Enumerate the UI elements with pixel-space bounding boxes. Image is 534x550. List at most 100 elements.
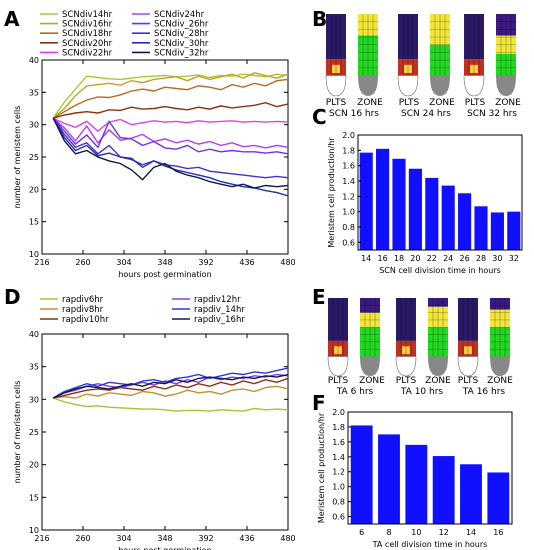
plts-root: [463, 14, 485, 97]
y-tick-label: 10: [29, 250, 39, 259]
zone-root: [496, 14, 516, 96]
x-tick-label: 14: [361, 254, 371, 263]
y-tick-label: 1.8: [342, 146, 355, 155]
y-tick-label: 1.6: [332, 438, 345, 447]
plts-root: [457, 298, 479, 377]
legend-entry: SCNdiv_32hr: [154, 48, 209, 58]
x-tick-label: 216: [34, 534, 49, 543]
y-axis-label: number of meristem cells: [13, 381, 22, 484]
x-tick-label: 14: [466, 528, 476, 537]
b2-caption: SCN 24 hrs: [401, 109, 451, 119]
legend-entry: SCNdiv14hr: [62, 10, 113, 20]
x-axis-label: hours post germination: [118, 270, 211, 279]
series-lines: [52, 367, 288, 412]
x-tick-label: 12: [439, 528, 449, 537]
legend-entry: rapdiv10hr: [62, 315, 109, 325]
plot-frame: [357, 134, 523, 251]
y-tick-label: 40: [29, 56, 39, 65]
e1-plts-label: PLTS: [328, 376, 349, 386]
legend-entry: SCNdiv_30hr: [154, 39, 209, 49]
b3-caption: SCN 32 hrs: [467, 109, 517, 119]
zone-cap: [360, 356, 380, 376]
panel-letter-c: C: [312, 105, 327, 129]
x-tick-label: 22: [427, 254, 437, 263]
bar-28: [474, 206, 488, 250]
y-axis-label: Meristem cell production/hr: [317, 412, 326, 523]
x-tick-label: 16: [493, 528, 503, 537]
legend-entry: SCNdiv24hr: [154, 10, 205, 20]
legend-entry: SCNdiv16hr: [62, 20, 113, 30]
y-tick-label: 1.6: [342, 162, 355, 171]
plts-cap: [463, 75, 485, 97]
x-axis-label: TA cell division time in hours: [372, 540, 488, 549]
y-tick-label: 0.8: [332, 498, 345, 507]
series-lines: [52, 72, 288, 197]
y-tick-label: 15: [29, 493, 39, 502]
x-tick-label: 304: [116, 534, 131, 543]
b3-zone-label: ZONE: [495, 98, 521, 108]
x-axis-label: hours post germination: [118, 546, 211, 550]
y-tick-label: 25: [29, 428, 39, 437]
series-line-rapdiv6hr: [52, 397, 288, 412]
series-line-SCNdiv16hr: [52, 72, 288, 119]
x-tick-label: 348: [157, 258, 172, 267]
zone-root: [360, 298, 380, 376]
b2-plts-label: PLTS: [399, 98, 420, 108]
zone-cap: [428, 356, 448, 376]
x-axis-label: SCN cell division time in hours: [379, 266, 501, 275]
zone-root: [428, 298, 448, 376]
legend-entry: rapdiv_14hr: [194, 305, 245, 315]
x-tick-label: 6: [359, 528, 364, 537]
e3-zone-label: ZONE: [487, 376, 513, 386]
x-tick-label: 392: [198, 258, 213, 267]
plts-cap: [397, 75, 419, 97]
y-tick-label: 1.4: [342, 177, 355, 186]
bar-6: [350, 425, 373, 524]
b2-zone-label: ZONE: [429, 98, 455, 108]
y-tick-label: 1.0: [332, 483, 345, 492]
e3-plts-label: PLTS: [458, 376, 479, 386]
panel-a-line-chart: 216 260 304 348 392 436 480 10 15 20 25 30 35 40 hours…: [13, 10, 296, 279]
series-line-SCNdiv20hr: [53, 101, 288, 119]
x-tick-label: 260: [75, 258, 90, 267]
bar-20: [408, 168, 422, 250]
x-tick-label: 260: [75, 534, 90, 543]
series-line-SCNdiv22hr: [52, 117, 288, 133]
x-tick-label: 436: [239, 534, 254, 543]
x-tick-label: 16: [378, 254, 388, 263]
panel-d-line-chart: 216 260 304 348 392 436 480 10 15 20 25 30 35 40 hours…: [13, 295, 296, 550]
series-line-SCNdiv24hr: [52, 117, 288, 149]
bar-18: [392, 158, 406, 250]
bar-8: [378, 434, 400, 524]
bar-30: [490, 212, 504, 250]
b1-zone-label: ZONE: [357, 98, 383, 108]
panel-letter-f: F: [312, 391, 326, 415]
y-tick-label: 10: [29, 526, 39, 535]
panel-c-bar-chart: 14 16 18 20 22 24 26 28 30 32 0.6 0.8 1.0 1.2 1.4 1.6 1.…: [327, 131, 523, 275]
x-tick-label: 8: [386, 528, 391, 537]
zone-cap: [358, 75, 378, 96]
y-tick-label: 20: [29, 185, 39, 194]
x-tick-label: 28: [476, 254, 486, 263]
y-tick-label: 2.0: [332, 408, 345, 417]
e2-zone-label: ZONE: [425, 376, 451, 386]
y-tick-label: 20: [29, 461, 39, 470]
y-tick-label: 0.6: [342, 238, 355, 247]
panel-e-labels: PLTS ZONE TA 6 hrs PLTS ZONE TA 10 hrs P…: [328, 376, 513, 397]
bar-10: [405, 444, 428, 524]
y-tick-label: 35: [29, 363, 39, 372]
x-tick-label: 30: [492, 254, 502, 263]
y-axis-label: Meristem cell production/hr: [327, 137, 336, 248]
zone-root: [358, 14, 378, 96]
series-line-rapdiv8hr: [53, 385, 288, 399]
zone-cap: [490, 356, 510, 376]
x-tick-label: 304: [116, 258, 131, 267]
plts-cap: [457, 356, 479, 377]
y-tick-label: 1.4: [332, 453, 345, 462]
y-tick-label: 1.2: [332, 468, 345, 477]
series-line-SCNdiv_28hr: [52, 117, 288, 179]
y-tick-label: 1.8: [332, 423, 345, 432]
panel-letter-d: D: [4, 285, 21, 309]
plts-cap: [395, 356, 417, 377]
y-tick-label: 2.0: [342, 131, 355, 140]
